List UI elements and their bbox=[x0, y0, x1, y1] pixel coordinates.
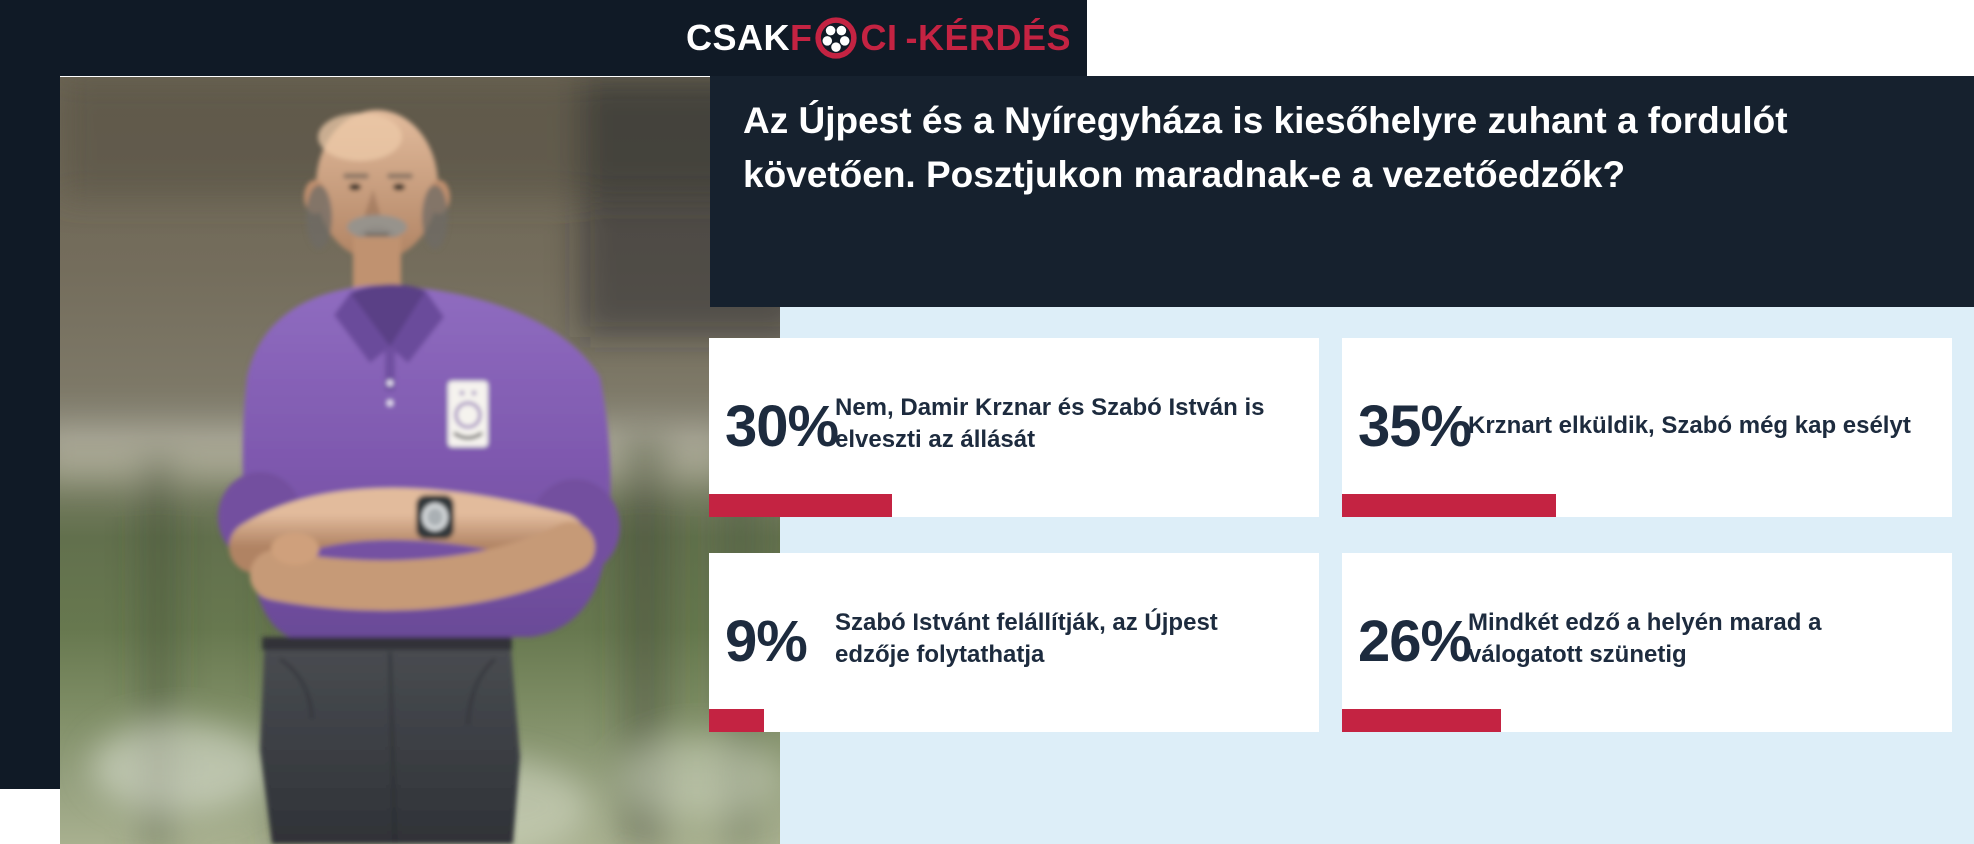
option-result-bar bbox=[709, 494, 892, 517]
option-result-bar bbox=[1342, 494, 1556, 517]
option-result-bar bbox=[709, 709, 764, 732]
left-accent-strip bbox=[0, 0, 60, 789]
coach-photo bbox=[60, 77, 780, 844]
option-label: Krznart elküldik, Szabó még kap esélyt bbox=[1468, 411, 1911, 439]
question-panel: Az Újpest és a Nyíregyháza is kiesőhelyr… bbox=[710, 76, 1974, 307]
poll-option-card-3[interactable]: 9% Szabó Istvánt felállítják, az Újpest … bbox=[709, 553, 1319, 732]
header-bar: CSAK F CI -KÉRDÉS bbox=[0, 0, 1087, 76]
poll-question: Az Újpest és a Nyíregyháza is kiesőhelyr… bbox=[743, 100, 1788, 195]
option-percent: 26% bbox=[1358, 608, 1472, 674]
option-percent: 35% bbox=[1358, 393, 1472, 459]
option-percent: 30% bbox=[725, 393, 839, 459]
poll-option-card-1[interactable]: 30% Nem, Damir Krznar és Szabó István is… bbox=[709, 338, 1319, 517]
site-logo[interactable]: CSAK F CI -KÉRDÉS bbox=[686, 16, 1071, 60]
option-label: Nem, Damir Krznar és Szabó István is elv… bbox=[835, 393, 1265, 453]
poll-option-card-2[interactable]: 35% Krznart elküldik, Szabó még kap esél… bbox=[1342, 338, 1952, 517]
option-percent: 9% bbox=[725, 608, 808, 674]
option-label: Mindkét edző a helyén marad a válogatott… bbox=[1468, 608, 1822, 668]
logo-text-csak: CSAK bbox=[685, 17, 790, 58]
poll-option-card-4[interactable]: 26% Mindkét edző a helyén marad a váloga… bbox=[1342, 553, 1952, 732]
option-result-bar bbox=[1342, 709, 1501, 732]
logo-text-kerdes: -KÉRDÉS bbox=[905, 17, 1071, 58]
soccer-ball-icon bbox=[815, 17, 858, 59]
logo-text-ci: CI bbox=[860, 17, 898, 58]
option-label: Szabó Istvánt felállítják, az Újpest edz… bbox=[835, 608, 1218, 668]
logo-text-f: F bbox=[789, 17, 813, 58]
